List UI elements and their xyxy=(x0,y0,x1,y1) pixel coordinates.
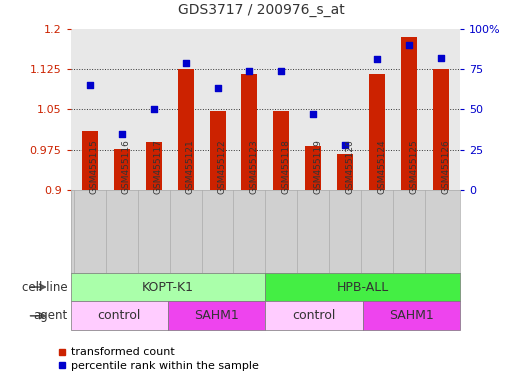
Text: GSM455121: GSM455121 xyxy=(186,139,195,194)
Point xyxy=(181,60,190,66)
Point xyxy=(213,85,222,91)
Text: GSM455120: GSM455120 xyxy=(345,139,354,194)
Text: agent: agent xyxy=(34,310,68,322)
Text: control: control xyxy=(98,310,141,322)
Text: GSM455118: GSM455118 xyxy=(281,139,290,194)
Bar xyxy=(210,111,225,190)
Point xyxy=(373,56,381,63)
Bar xyxy=(146,142,162,190)
Bar xyxy=(82,131,98,190)
Bar xyxy=(113,149,130,190)
Text: SAHM1: SAHM1 xyxy=(389,310,434,322)
Text: KOPT-K1: KOPT-K1 xyxy=(142,281,194,293)
Point xyxy=(150,106,158,113)
Text: SAHM1: SAHM1 xyxy=(195,310,239,322)
Text: GSM455115: GSM455115 xyxy=(90,139,99,194)
Bar xyxy=(305,146,321,190)
Text: GSM455117: GSM455117 xyxy=(154,139,163,194)
Text: GSM455125: GSM455125 xyxy=(409,139,418,194)
Bar xyxy=(274,111,289,190)
Bar xyxy=(433,69,449,190)
Point xyxy=(341,142,349,148)
Text: GSM455119: GSM455119 xyxy=(313,139,322,194)
Text: GSM455123: GSM455123 xyxy=(249,139,258,194)
Text: GSM455116: GSM455116 xyxy=(122,139,131,194)
Point xyxy=(245,68,254,74)
Bar xyxy=(242,74,257,190)
Bar xyxy=(337,154,353,190)
Legend: transformed count, percentile rank within the sample: transformed count, percentile rank withi… xyxy=(58,348,259,371)
Bar xyxy=(401,37,417,190)
Text: GSM455124: GSM455124 xyxy=(377,139,386,194)
Bar xyxy=(369,74,385,190)
Point xyxy=(437,55,445,61)
Text: HPB-ALL: HPB-ALL xyxy=(337,281,389,293)
Text: GDS3717 / 200976_s_at: GDS3717 / 200976_s_at xyxy=(178,3,345,17)
Bar xyxy=(178,69,194,190)
Point xyxy=(277,68,286,74)
Point xyxy=(309,111,317,118)
Text: GSM455126: GSM455126 xyxy=(441,139,450,194)
Text: GSM455122: GSM455122 xyxy=(218,139,226,194)
Point xyxy=(405,42,413,48)
Text: control: control xyxy=(292,310,336,322)
Point xyxy=(86,82,94,88)
Text: cell line: cell line xyxy=(22,281,68,293)
Point xyxy=(118,131,126,137)
